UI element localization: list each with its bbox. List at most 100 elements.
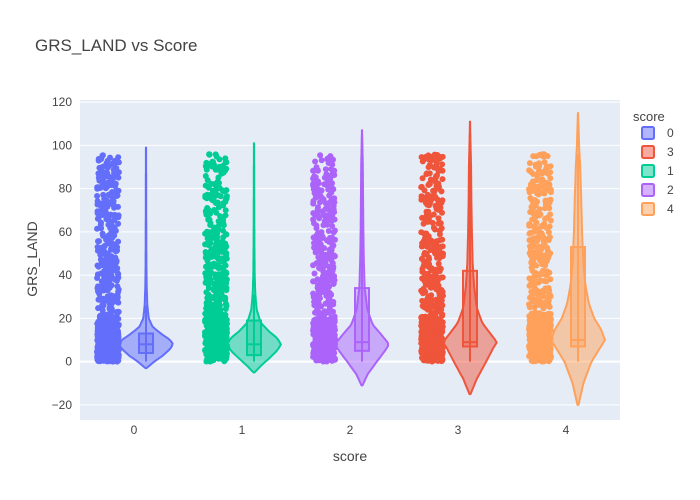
box-1: [246, 319, 262, 357]
data-point: [206, 151, 213, 158]
data-point: [223, 275, 230, 282]
x-tick-label: 3: [455, 423, 462, 437]
data-point: [324, 181, 331, 188]
violin-1: [226, 142, 282, 374]
data-point: [212, 351, 219, 358]
data-point: [112, 257, 119, 263]
data-point: [439, 236, 446, 243]
points-3: [418, 151, 446, 365]
data-point: [428, 265, 435, 272]
data-point: [215, 218, 222, 225]
data-point: [327, 298, 334, 305]
data-point: [222, 155, 229, 162]
data-point: [217, 167, 224, 174]
data-point: [316, 257, 323, 264]
data-point: [532, 300, 539, 307]
data-point: [325, 274, 332, 280]
data-point: [433, 273, 440, 280]
data-point: [429, 219, 436, 226]
data-point: [433, 159, 440, 166]
violin-trace-3: [418, 120, 498, 396]
data-point: [530, 210, 537, 217]
data-point: [538, 244, 545, 251]
data-point: [216, 308, 223, 315]
data-point: [209, 158, 216, 165]
data-point: [436, 231, 443, 238]
data-point: [538, 316, 545, 323]
data-point: [314, 330, 321, 337]
legend-label-1: 1: [667, 164, 674, 178]
data-point: [211, 193, 218, 199]
x-tick-label: 2: [347, 423, 354, 437]
data-point: [223, 231, 230, 238]
data-point: [316, 265, 322, 271]
legend-label-2: 2: [667, 183, 674, 197]
data-point: [432, 193, 439, 200]
data-point: [217, 193, 224, 200]
data-point: [217, 213, 224, 220]
data-point: [207, 222, 214, 228]
data-point: [104, 212, 111, 219]
data-point: [418, 255, 425, 262]
data-point: [313, 179, 320, 186]
data-point: [101, 336, 108, 343]
box-2: [354, 287, 370, 352]
data-point: [106, 255, 113, 262]
data-point: [439, 274, 446, 281]
data-point: [310, 278, 317, 285]
data-point: [112, 326, 119, 333]
data-point: [318, 245, 325, 252]
y-tick-label: 20: [59, 311, 73, 325]
data-point: [425, 208, 432, 215]
data-point: [526, 167, 533, 174]
data-point: [315, 283, 322, 290]
legend-swatch-0: [641, 126, 655, 140]
data-point: [533, 296, 539, 303]
data-point: [547, 211, 554, 218]
data-point: [310, 262, 317, 269]
data-point: [544, 153, 551, 160]
data-point: [543, 278, 550, 285]
data-point: [533, 177, 540, 184]
data-point: [110, 202, 117, 209]
data-point: [536, 151, 543, 158]
data-point: [419, 268, 426, 275]
data-point: [435, 220, 442, 227]
data-point: [430, 325, 437, 332]
data-point: [530, 153, 537, 160]
data-point: [435, 260, 442, 267]
data-point: [526, 301, 532, 308]
data-point: [543, 268, 550, 275]
data-point: [213, 333, 220, 340]
data-point: [216, 156, 223, 163]
data-point: [529, 203, 536, 210]
data-point: [203, 207, 210, 214]
data-point: [532, 270, 539, 276]
data-point: [115, 286, 122, 293]
data-point: [114, 244, 121, 251]
data-point: [436, 266, 443, 273]
data-point: [539, 179, 546, 186]
data-point: [115, 321, 122, 328]
data-point: [418, 314, 425, 321]
data-point: [222, 313, 228, 320]
data-point: [111, 267, 118, 274]
data-point: [546, 234, 553, 241]
data-point: [330, 351, 337, 358]
data-point: [207, 349, 213, 355]
data-point: [326, 216, 333, 223]
data-point: [114, 192, 121, 199]
data-point: [94, 208, 101, 215]
data-point: [97, 312, 104, 319]
y-tick-label: 80: [59, 182, 73, 196]
data-point: [428, 292, 435, 299]
data-point: [202, 173, 209, 179]
data-point: [203, 311, 210, 318]
data-point: [432, 336, 439, 343]
data-point: [427, 277, 434, 284]
data-point: [423, 170, 430, 177]
data-point: [545, 186, 551, 193]
data-point: [427, 197, 434, 204]
data-point: [545, 170, 551, 177]
data-point: [223, 187, 230, 194]
